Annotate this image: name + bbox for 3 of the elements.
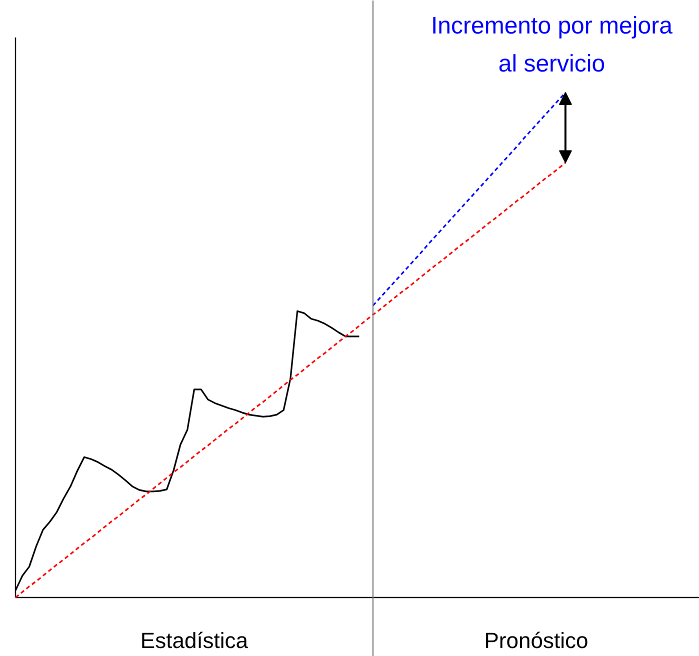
text: Incremento por mejora al servicio xyxy=(430,12,674,78)
text: Estadística xyxy=(140,628,249,653)
text: Pronóstico xyxy=(484,628,588,653)
